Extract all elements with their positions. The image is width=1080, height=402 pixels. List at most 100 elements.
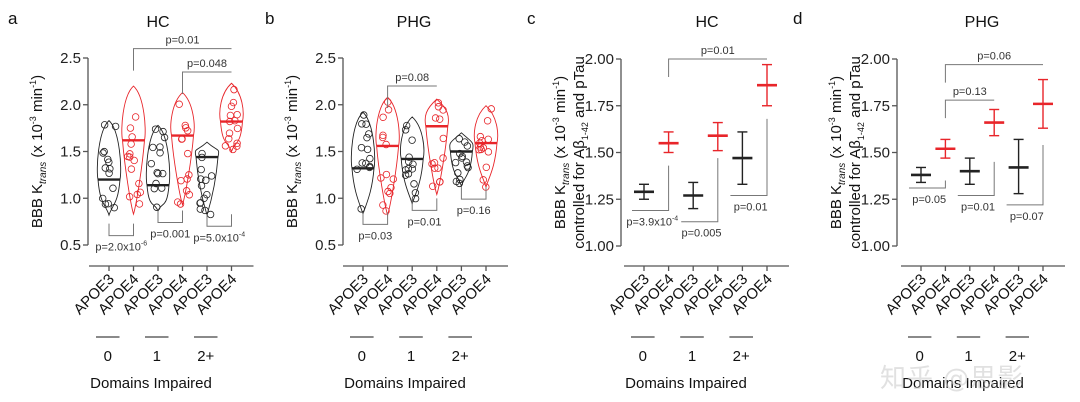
data-point <box>464 163 472 172</box>
data-point <box>363 133 371 142</box>
p-value-label: p=2.0x10-6 <box>95 241 147 254</box>
y-label-main: BBB K <box>284 184 301 228</box>
y-label2-end: and pTau <box>847 56 864 122</box>
data-point <box>436 115 444 123</box>
data-point <box>183 175 191 183</box>
y-label-close: ) <box>552 76 569 81</box>
data-point <box>149 143 157 152</box>
violin <box>145 124 171 213</box>
data-point <box>461 138 469 146</box>
group-label: 2+ <box>1009 348 1026 365</box>
y-tick-label: 1.50 <box>585 145 614 162</box>
data-point <box>233 139 241 147</box>
data-point <box>100 121 109 129</box>
y-axis-label: BBB Ktrans (x 10-3 min-1) <box>827 76 848 229</box>
data-point <box>135 200 144 208</box>
data-point <box>358 159 366 167</box>
y-tick-label: 2.00 <box>585 51 614 68</box>
y-label2-end: and pTau <box>571 56 588 122</box>
p-value-label: p=0.01 <box>166 35 200 47</box>
data-point <box>484 135 492 144</box>
data-point <box>462 158 471 166</box>
data-point <box>382 170 391 179</box>
data-point <box>431 114 440 122</box>
data-point <box>484 148 493 156</box>
y-label-exp2: -1 <box>827 81 837 89</box>
data-point <box>379 113 387 121</box>
data-point <box>196 199 204 207</box>
data-point <box>436 178 444 186</box>
y-tick-label: 1.5 <box>60 144 81 161</box>
data-point <box>357 205 365 213</box>
panel-title: PHG <box>965 14 1000 31</box>
y-tick-label: 1.0 <box>60 190 81 207</box>
data-point <box>106 165 114 173</box>
data-point <box>226 111 235 120</box>
data-point <box>387 183 395 192</box>
y-axis-label: BBB Ktrans (x 10-3 min-1) <box>283 75 304 228</box>
data-point <box>379 131 387 140</box>
violin <box>375 96 400 217</box>
data-point <box>105 158 113 166</box>
panel-title: HC <box>146 14 169 31</box>
group-label: 1 <box>964 348 972 365</box>
data-point <box>197 165 205 174</box>
data-point <box>408 136 416 144</box>
p-value-label: p=0.01 <box>408 216 442 228</box>
data-point <box>431 164 439 172</box>
significance-bracket <box>944 64 1043 83</box>
data-point <box>366 162 374 171</box>
data-point <box>434 99 443 107</box>
y-label-exp: -3 <box>28 116 38 124</box>
data-point <box>207 172 216 180</box>
y-label-unit: (x 10 <box>29 124 46 162</box>
data-point <box>401 166 410 174</box>
data-point <box>463 162 472 170</box>
data-point <box>229 98 238 107</box>
panel-d: d PHG 1.00 1.25 1.50 1.75 2.00 BBB Ktrans (x 10… <box>793 9 1065 392</box>
significance-bracket <box>1006 145 1044 206</box>
y-tick-label: 2.5 <box>60 50 81 67</box>
y-tick-label: 1.25 <box>585 191 614 208</box>
violin <box>400 116 425 206</box>
y-label-sub: trans <box>293 162 304 184</box>
y-tick-label: 1.0 <box>315 190 336 207</box>
data-point <box>185 171 193 179</box>
x-axis-label: Domains Impaired <box>344 375 466 392</box>
y-label-unit: (x 10 <box>284 124 301 162</box>
data-point <box>177 176 185 185</box>
p-value-label: p=0.01 <box>734 202 768 214</box>
data-point <box>153 203 161 211</box>
p-value-label: p=0.16 <box>457 205 491 217</box>
y-tick-label: 0.5 <box>60 237 81 254</box>
x-axis-label: Domains Impaired <box>90 375 212 392</box>
group-label: 0 <box>104 348 112 365</box>
y-tick-label: 1.50 <box>861 145 890 162</box>
significance-bracket <box>387 85 437 109</box>
data-point <box>379 133 387 142</box>
data-point <box>126 124 135 132</box>
data-point <box>200 194 208 202</box>
data-point <box>175 100 183 108</box>
data-point <box>382 140 390 149</box>
data-point <box>451 158 460 167</box>
data-point <box>358 120 366 128</box>
y-label-sub: trans <box>38 162 49 184</box>
p-value-label: p=5.0x10-4 <box>193 231 245 244</box>
data-point <box>127 140 135 148</box>
data-point <box>147 159 156 168</box>
y-label2-main: controlled for Aβ <box>847 140 864 249</box>
p-value-label: p=0.001 <box>150 229 190 241</box>
data-point <box>439 134 448 143</box>
data-point <box>476 132 485 141</box>
data-point <box>410 180 418 188</box>
data-point <box>198 149 206 158</box>
data-point <box>409 160 417 168</box>
data-point <box>475 146 483 154</box>
data-point <box>173 198 182 206</box>
significance-bracket <box>411 198 438 211</box>
data-point <box>377 174 385 182</box>
panel-letter: b <box>265 9 274 28</box>
data-point <box>482 163 491 171</box>
